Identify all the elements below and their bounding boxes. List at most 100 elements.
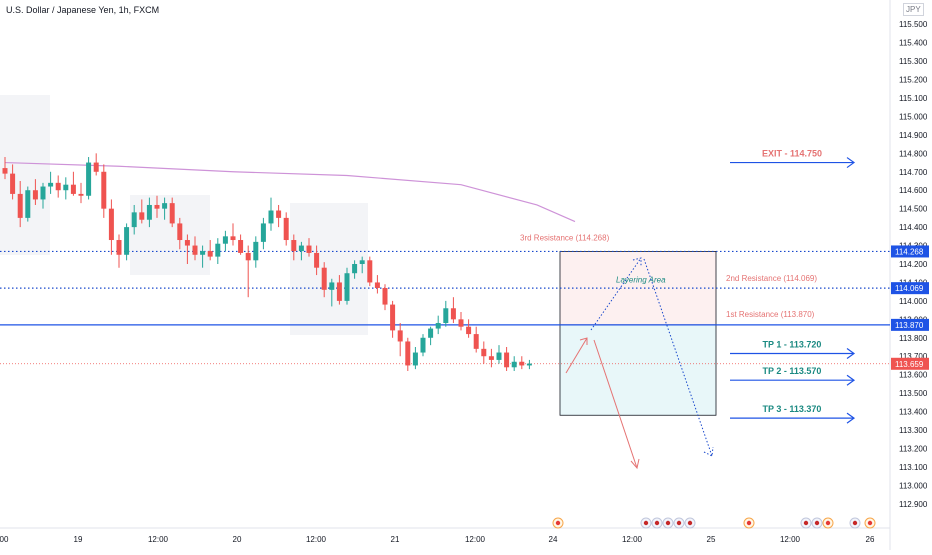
candle-body[interactable] [466,326,472,335]
candle-body[interactable] [32,190,38,200]
candle-body[interactable] [177,223,183,241]
candle-body[interactable] [390,304,396,331]
candle-body[interactable] [336,282,342,301]
time-tick-label: 00 [0,535,9,544]
candle-body[interactable] [70,184,76,194]
candle-body[interactable] [169,203,175,224]
candle-body[interactable] [207,251,213,257]
candle-body[interactable] [435,323,441,329]
candle-body[interactable] [25,190,31,218]
candle-body[interactable] [222,236,228,244]
target-arrow-head [846,348,856,360]
candle-body[interactable] [397,330,403,342]
time-tick-label: 12:00 [780,535,801,544]
candle-body[interactable] [260,223,266,242]
price-tick-label: 115.200 [899,76,928,85]
candle-body[interactable] [291,240,297,252]
candle-body[interactable] [154,204,160,209]
candle-body[interactable] [40,186,46,200]
candle-body[interactable] [2,168,8,174]
resistance-label: 1st Resistance (113.870) [726,310,815,319]
candle-body[interactable] [306,245,312,253]
resistance-price-tag [891,318,929,331]
price-tick-label: 114.700 [899,168,928,177]
candle-body[interactable] [359,260,365,264]
candle-body[interactable] [184,240,190,246]
target-label: TP 1 - 113.720 [763,340,822,350]
candle-body[interactable] [124,227,130,255]
event-marker-dot [852,520,858,526]
candle-body[interactable] [382,287,388,305]
candle-body[interactable] [101,171,107,209]
candle-body[interactable] [511,361,517,368]
candle-body[interactable] [10,173,16,194]
price-tick-label: 113.400 [899,408,928,417]
target-zone-box[interactable] [559,324,717,416]
candle-body[interactable] [473,334,479,349]
candle-body[interactable] [17,193,23,218]
candle-body[interactable] [146,204,152,220]
candle-body[interactable] [245,252,251,261]
candle-body[interactable] [314,252,320,268]
candle-body[interactable] [405,341,411,366]
time-tick-label: 24 [549,535,558,544]
candle-body[interactable] [78,193,84,196]
price-tick-label: 115.100 [899,94,928,103]
candle-body[interactable] [215,243,221,257]
event-marker-dot [803,520,809,526]
candle-body[interactable] [230,236,236,241]
candle-body[interactable] [86,162,92,196]
candle-body[interactable] [450,308,456,320]
candle-body[interactable] [352,264,358,274]
candle-body[interactable] [276,210,282,218]
candle-body[interactable] [200,251,206,255]
candle-body[interactable] [238,240,244,253]
candle-body[interactable] [93,162,99,172]
resistance-price-tag [891,282,929,295]
layering-path-up-head [632,257,642,266]
candle-body[interactable] [428,328,434,338]
candle-body[interactable] [131,212,137,228]
candle-body[interactable] [443,308,449,324]
candle-body[interactable] [48,182,54,187]
event-marker-dot [814,520,820,526]
candle-body[interactable] [481,348,487,357]
candle-body[interactable] [367,260,373,283]
current-price-tag-text: 113.659 [895,360,924,369]
candle-body[interactable] [504,352,510,368]
candle-body[interactable] [116,240,122,255]
candle-body[interactable] [526,363,532,366]
candle-body[interactable] [321,267,327,290]
candle-body[interactable] [283,217,289,241]
candle-body[interactable] [268,210,274,224]
price-tick-label: 114.400 [899,223,928,232]
price-tick-label: 114.900 [899,131,928,140]
candle-body[interactable] [162,203,168,209]
event-marker-dot [867,520,873,526]
candle-body[interactable] [519,361,525,366]
candle-body[interactable] [344,273,350,301]
candle-body[interactable] [63,184,69,191]
currency-label[interactable]: JPY [903,3,924,16]
candle-body[interactable] [329,282,335,290]
candle-body[interactable] [192,245,198,255]
candle-body[interactable] [412,352,418,366]
price-tick-label: 113.200 [899,444,928,453]
resistance-price-tag-text: 114.069 [895,284,924,293]
candle-body[interactable] [374,282,380,288]
price-tick-label: 113.600 [899,371,928,380]
candle-body[interactable] [139,212,145,220]
candle-body[interactable] [298,245,304,252]
candle-body[interactable] [420,337,426,353]
shaded-zone [0,95,50,255]
candle-body[interactable] [55,182,61,191]
candle-body[interactable] [108,208,114,241]
event-marker-dot [643,520,649,526]
price-tick-label: 113.500 [899,389,928,398]
candle-body[interactable] [488,356,494,360]
candle-body[interactable] [253,241,259,261]
candle-body[interactable] [496,352,502,360]
candle-body[interactable] [458,319,464,327]
